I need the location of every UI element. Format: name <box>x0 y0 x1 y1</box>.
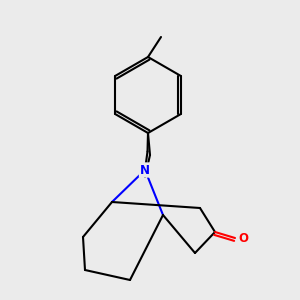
Text: N: N <box>140 164 150 176</box>
Text: O: O <box>238 232 248 244</box>
